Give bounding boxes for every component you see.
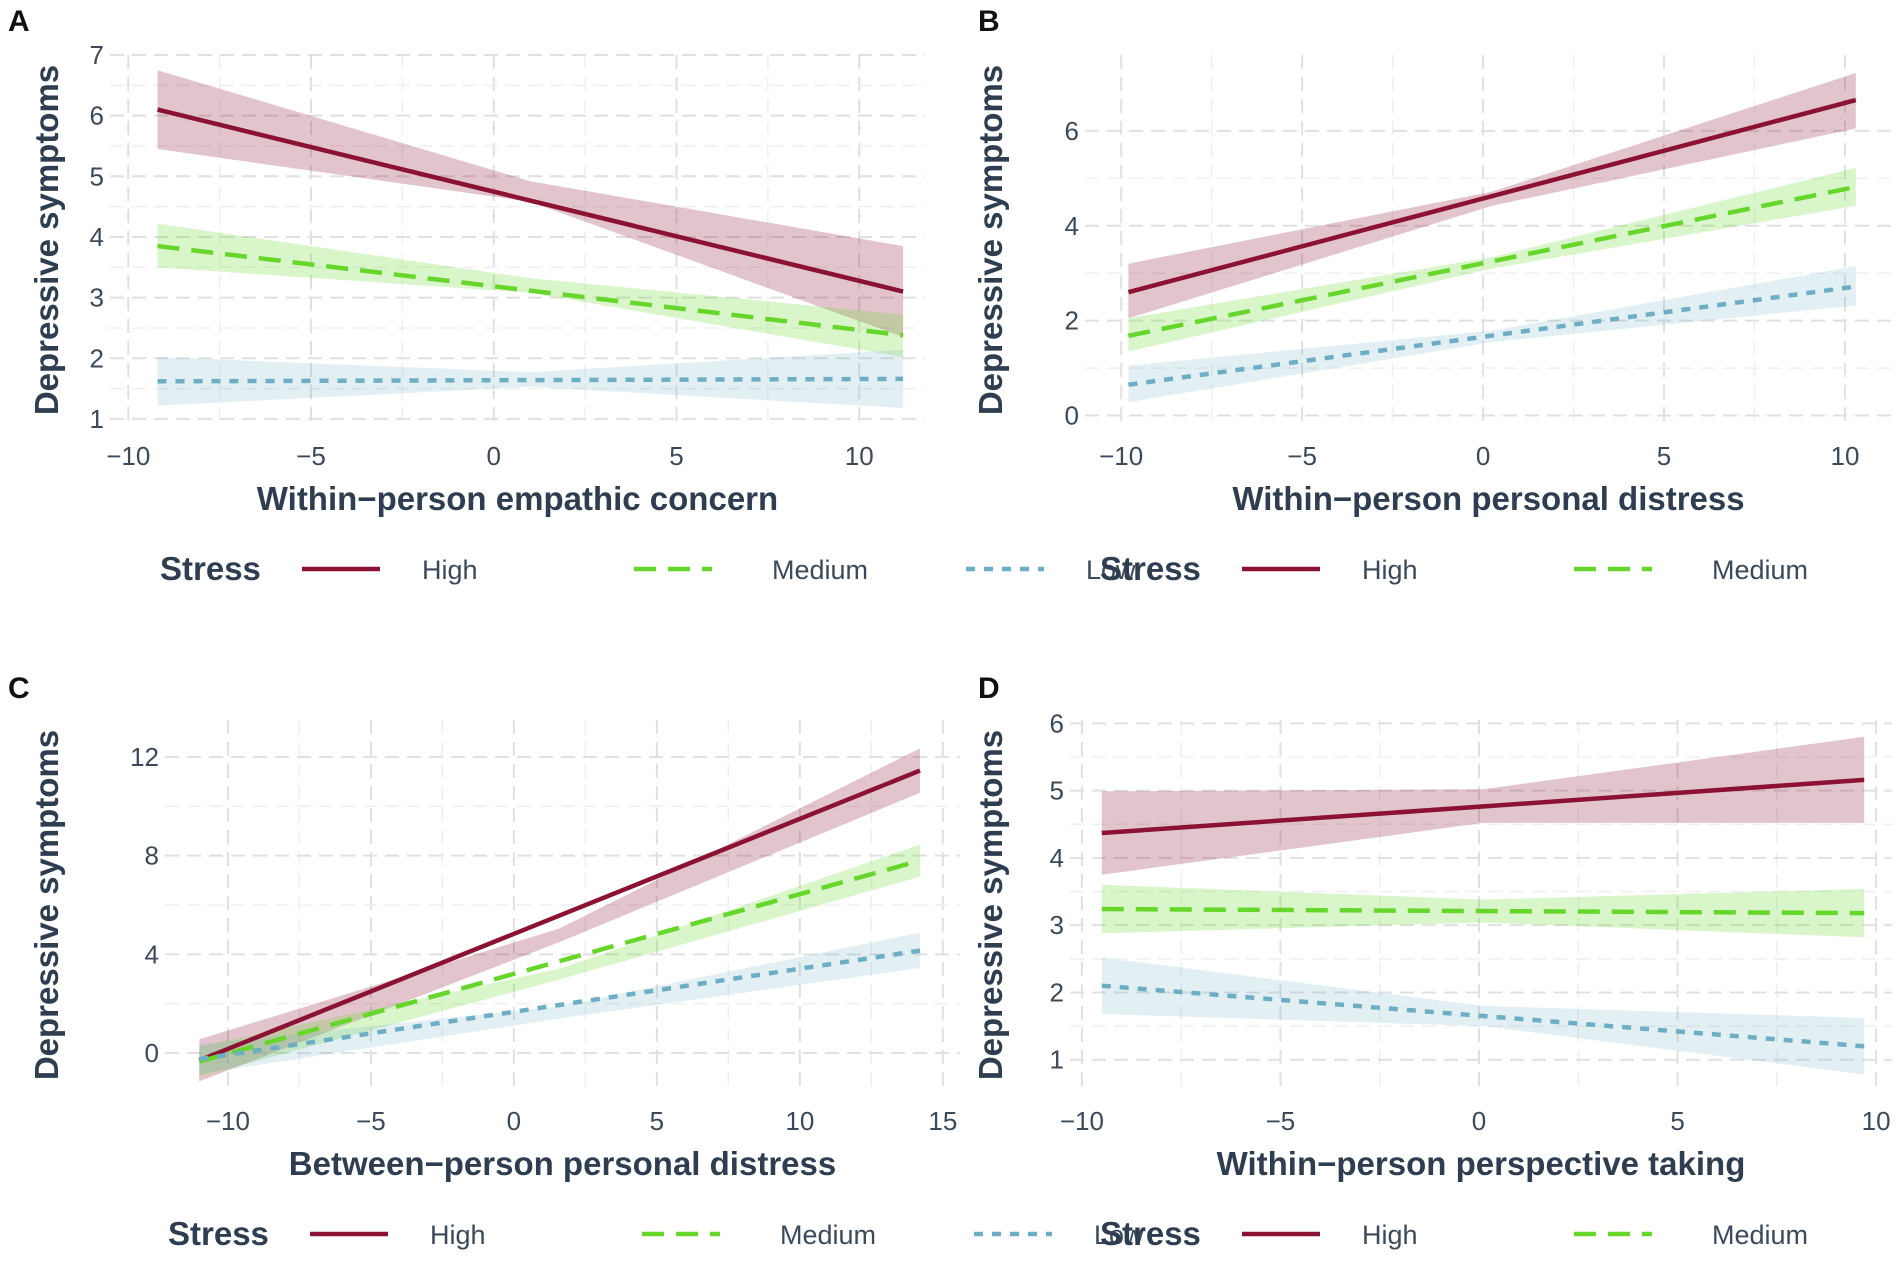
panel-a-y-tick-label: 2	[90, 343, 104, 373]
panel-c-line-low	[198, 948, 921, 1062]
panel-d-x-tick-label: 5	[1670, 1106, 1684, 1136]
panel-b-line-medium	[1127, 184, 1857, 339]
panel-b-x-axis-title: Within−person personal distress	[1232, 480, 1744, 517]
panel-c-line-high	[198, 768, 921, 1063]
panel-b-y-tick-label: 4	[1065, 211, 1079, 241]
panel-c-ribbon-high	[199, 748, 921, 1082]
panel-c-line-medium	[198, 858, 921, 1064]
panel-c-y-tick-label: 8	[145, 841, 159, 871]
panel-label-b: B	[978, 5, 1000, 38]
panel-d-legend-title: Stress	[1100, 1215, 1201, 1252]
panel-b-legend-label-high: High	[1362, 555, 1418, 585]
panel-a-ribbon-low	[157, 349, 904, 408]
panel-c-y-tick-label: 12	[130, 742, 159, 772]
panel-c-legend-label-medium: Medium	[780, 1220, 876, 1250]
panel-d-legend-label-medium: Medium	[1712, 1220, 1808, 1250]
panel-a-x-tick-label: −5	[296, 441, 326, 471]
panel-b-y-axis-title: Depressive symptoms	[972, 65, 1009, 415]
panel-d-y-tick-label: 3	[1050, 910, 1064, 940]
panel-a-y-axis-title: Depressive symptoms	[28, 65, 65, 415]
panel-a-x-tick-label: 10	[845, 441, 874, 471]
panel-c-x-axis-title: Between−person personal distress	[289, 1145, 836, 1182]
panel-b-x-tick-label: 5	[1657, 441, 1671, 471]
panel-d-x-tick-label: −10	[1060, 1106, 1104, 1136]
panel-a-x-axis-title: Within−person empathic concern	[257, 480, 778, 517]
panel-a-line-medium	[157, 243, 904, 338]
panel-label-c: C	[8, 672, 30, 705]
panel-c-y-tick-label: 0	[145, 1038, 159, 1068]
panel-b-line-low	[1128, 284, 1857, 387]
panel-b-x-tick-label: 10	[1830, 441, 1859, 471]
panel-b-y-tick-label: 2	[1065, 306, 1079, 336]
panel-c-x-tick-label: 5	[650, 1106, 664, 1136]
panel-a-y-tick-label: 6	[90, 101, 104, 131]
panel-a-y-tick-label: 5	[90, 161, 104, 191]
panel-a-line-high	[156, 107, 904, 294]
panel-d-legend-label-high: High	[1362, 1220, 1418, 1250]
panel-d-y-axis-title: Depressive symptoms	[972, 730, 1009, 1080]
panel-c-x-tick-label: 0	[507, 1106, 521, 1136]
panel-d-y-tick-label: 5	[1050, 776, 1064, 806]
panel-d-y-tick-label: 6	[1050, 708, 1064, 738]
panel-a-x-tick-label: −10	[106, 441, 150, 471]
panel-a-legend-label-low: Low	[1086, 555, 1136, 585]
panel-a-y-tick-label: 4	[90, 222, 104, 252]
panel-c-ribbon-medium	[199, 844, 921, 1077]
panel-b-y-tick-label: 0	[1065, 401, 1079, 431]
panel-a-y-tick-label: 1	[90, 404, 104, 434]
panel-a-legend-label-medium: Medium	[772, 555, 868, 585]
panel-d-y-tick-label: 1	[1050, 1045, 1064, 1075]
panel-label-d: D	[978, 672, 1000, 705]
panel-a-y-tick-label: 7	[90, 40, 104, 70]
panel-d-y-tick-label: 2	[1050, 977, 1064, 1007]
panel-c-x-tick-label: −10	[206, 1106, 250, 1136]
panel-c-x-tick-label: −5	[356, 1106, 386, 1136]
panel-c-legend-label-high: High	[430, 1220, 486, 1250]
panel-b-legend-label-medium: Medium	[1712, 555, 1808, 585]
panel-c-legend-title: Stress	[168, 1215, 269, 1252]
panel-a-x-tick-label: 0	[487, 441, 501, 471]
panel-d-x-tick-label: 10	[1862, 1106, 1891, 1136]
panel-b-ribbon-medium	[1128, 167, 1856, 352]
panel-b-line-high	[1127, 97, 1857, 295]
panel-d-x-axis-title: Within−person perspective taking	[1217, 1145, 1746, 1182]
panel-d-line-low	[1101, 983, 1865, 1049]
panel-c-y-tick-label: 4	[145, 939, 159, 969]
panel-a-legend-title: Stress	[160, 550, 261, 587]
panel-a-x-tick-label: 5	[669, 441, 683, 471]
panel-b-x-tick-label: −10	[1099, 441, 1143, 471]
panel-d-line-medium	[1101, 906, 1865, 916]
panel-a-y-tick-label: 3	[90, 283, 104, 313]
panel-c-x-tick-label: 10	[785, 1106, 814, 1136]
panel-b-legend-title: Stress	[1100, 550, 1201, 587]
panel-b-x-tick-label: 0	[1476, 441, 1490, 471]
panel-d-line-high	[1101, 777, 1865, 836]
panel-d-y-tick-label: 4	[1050, 843, 1064, 873]
panel-b-x-tick-label: −5	[1287, 441, 1317, 471]
panel-c-y-axis-title: Depressive symptoms	[28, 730, 65, 1080]
panel-c-ribbon-low	[199, 932, 921, 1074]
panel-d-x-tick-label: −5	[1266, 1106, 1296, 1136]
panel-a-legend-label-high: High	[422, 555, 478, 585]
panel-a-ribbon-high	[157, 70, 904, 337]
panel-c-x-tick-label: 15	[928, 1106, 957, 1136]
panel-b-y-tick-label: 6	[1065, 116, 1079, 146]
panel-c-legend-label-low: Low	[1094, 1220, 1144, 1250]
panel-label-a: A	[8, 5, 30, 38]
panel-d-x-tick-label: 0	[1472, 1106, 1486, 1136]
